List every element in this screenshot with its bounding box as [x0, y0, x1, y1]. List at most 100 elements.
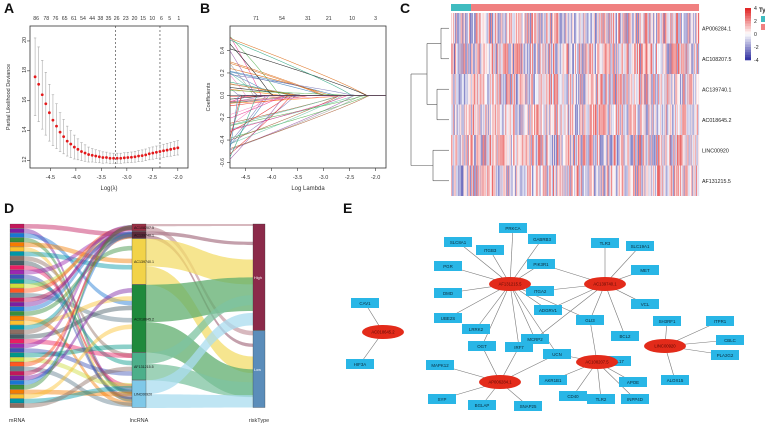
heatmap-cell: [625, 43, 627, 74]
heatmap-cell: [636, 165, 638, 196]
heatmap-cell: [668, 43, 670, 74]
heatmap-cell: [487, 165, 489, 196]
heatmap-cell: [455, 43, 457, 74]
heatmap-cell: [590, 43, 592, 74]
heatmap-cell: [517, 165, 519, 196]
heatmap-cell: [687, 43, 689, 74]
heatmap-cell: [670, 135, 672, 166]
heatmap-cell: [498, 43, 500, 74]
heatmap-cell: [673, 165, 675, 196]
heatmap-cell: [568, 104, 570, 135]
heatmap-cell: [673, 43, 675, 74]
heatmap-cell: [557, 13, 559, 44]
heatmap-cell: [654, 43, 656, 74]
mrna-network-node: [505, 342, 533, 352]
heatmap-cell: [683, 74, 685, 105]
heatmap-cell: [653, 43, 655, 74]
heatmap-cell: [685, 104, 687, 135]
heatmap-cell: [526, 74, 528, 105]
heatmap-cell: [459, 135, 461, 166]
x-tick-label: -3.5: [97, 175, 106, 181]
heatmap-cell: [629, 13, 631, 44]
top-count-label: 54: [80, 16, 86, 22]
heatmap-cell: [617, 74, 620, 105]
heatmap-cell: [492, 165, 495, 196]
heatmap-cell: [654, 13, 656, 44]
heatmap-cell: [605, 165, 607, 196]
heatmap-cell: [581, 165, 583, 196]
mrna-flow: [24, 231, 132, 312]
heatmap-cell: [630, 13, 632, 44]
heatmap-cell: [488, 165, 490, 196]
heatmap-cell: [609, 74, 611, 105]
heatmap-cell: [514, 74, 517, 105]
heatmap-cell: [513, 104, 515, 135]
heatmap-cell: [612, 165, 614, 196]
heatmap-cell: [573, 165, 575, 196]
heatmap-cell: [504, 43, 506, 74]
mrna-network-label: ITPR1: [714, 319, 727, 324]
top-count-label: 5: [168, 16, 171, 22]
heatmap-cell: [645, 104, 647, 135]
heatmap-cell: [594, 13, 596, 44]
heatmap-cell: [682, 43, 684, 74]
heatmap-cell: [554, 165, 557, 196]
heatmap-cell: [560, 165, 562, 196]
heatmap-cell: [584, 104, 586, 135]
heatmap-cell: [513, 135, 515, 166]
heatmap-cell: [669, 165, 671, 196]
heatmap-cell: [689, 104, 691, 135]
heatmap-cell: [501, 135, 503, 166]
mrna-flow: [24, 316, 132, 406]
heatmap-cell: [582, 165, 584, 196]
coef-path: [229, 95, 386, 149]
heatmap-cell: [530, 135, 532, 166]
heatmap-cell: [642, 165, 644, 196]
mrna-network-node: [434, 261, 462, 271]
heatmap-cell: [652, 74, 654, 105]
heatmap-cell: [454, 104, 456, 135]
mrna-node: [9, 343, 25, 348]
y-tick-label: -0.4: [220, 135, 226, 144]
heatmap-cell: [578, 135, 580, 166]
heatmap-cell: [468, 13, 470, 44]
mrna-network-node: [462, 324, 490, 334]
heatmap-cell: [628, 104, 630, 135]
mrna-network-label: LRRK2: [469, 327, 484, 332]
heatmap-cell: [643, 165, 645, 196]
mrna-network-node: [476, 245, 504, 255]
heatmap-cell: [505, 104, 507, 135]
mrna-flow: [24, 242, 132, 264]
heatmap-cell: [541, 104, 543, 135]
mrna-flow: [24, 233, 132, 289]
heatmap-cell: [507, 74, 509, 105]
heatmap-cell: [628, 13, 630, 44]
heatmap-cell: [507, 104, 509, 135]
heatmap-cell: [571, 43, 573, 74]
heatmap-cell: [657, 74, 660, 105]
heatmap-cell: [607, 165, 609, 196]
heatmap-cell: [490, 13, 492, 44]
heatmap-cell: [451, 135, 454, 166]
heatmap-cell: [542, 165, 544, 196]
heatmap-cell: [669, 104, 671, 135]
heatmap-cell: [550, 13, 552, 44]
heatmap-cell: [678, 13, 681, 44]
sankey-axis-label: riskType: [249, 418, 269, 424]
lncrna-node-label: AC139740.1: [134, 234, 154, 238]
heatmap-cell: [638, 13, 641, 44]
heatmap-cell: [501, 104, 503, 135]
heatmap-cell: [491, 13, 493, 44]
sankey-axis-label: mRNA: [9, 418, 26, 424]
panel-label-e: E: [343, 200, 353, 216]
heatmap-cell: [530, 43, 532, 74]
plot-frame: [229, 25, 387, 169]
heatmap-cell: [627, 165, 629, 196]
heatmap-cell: [560, 13, 562, 44]
heatmap-cell: [622, 43, 624, 74]
heatmap-cell: [540, 43, 542, 74]
heatmap-cell: [566, 165, 568, 196]
lncrna-hub-label: LINC00920: [654, 344, 676, 349]
heatmap-cell: [471, 74, 474, 105]
heatmap-cell: [527, 74, 529, 105]
